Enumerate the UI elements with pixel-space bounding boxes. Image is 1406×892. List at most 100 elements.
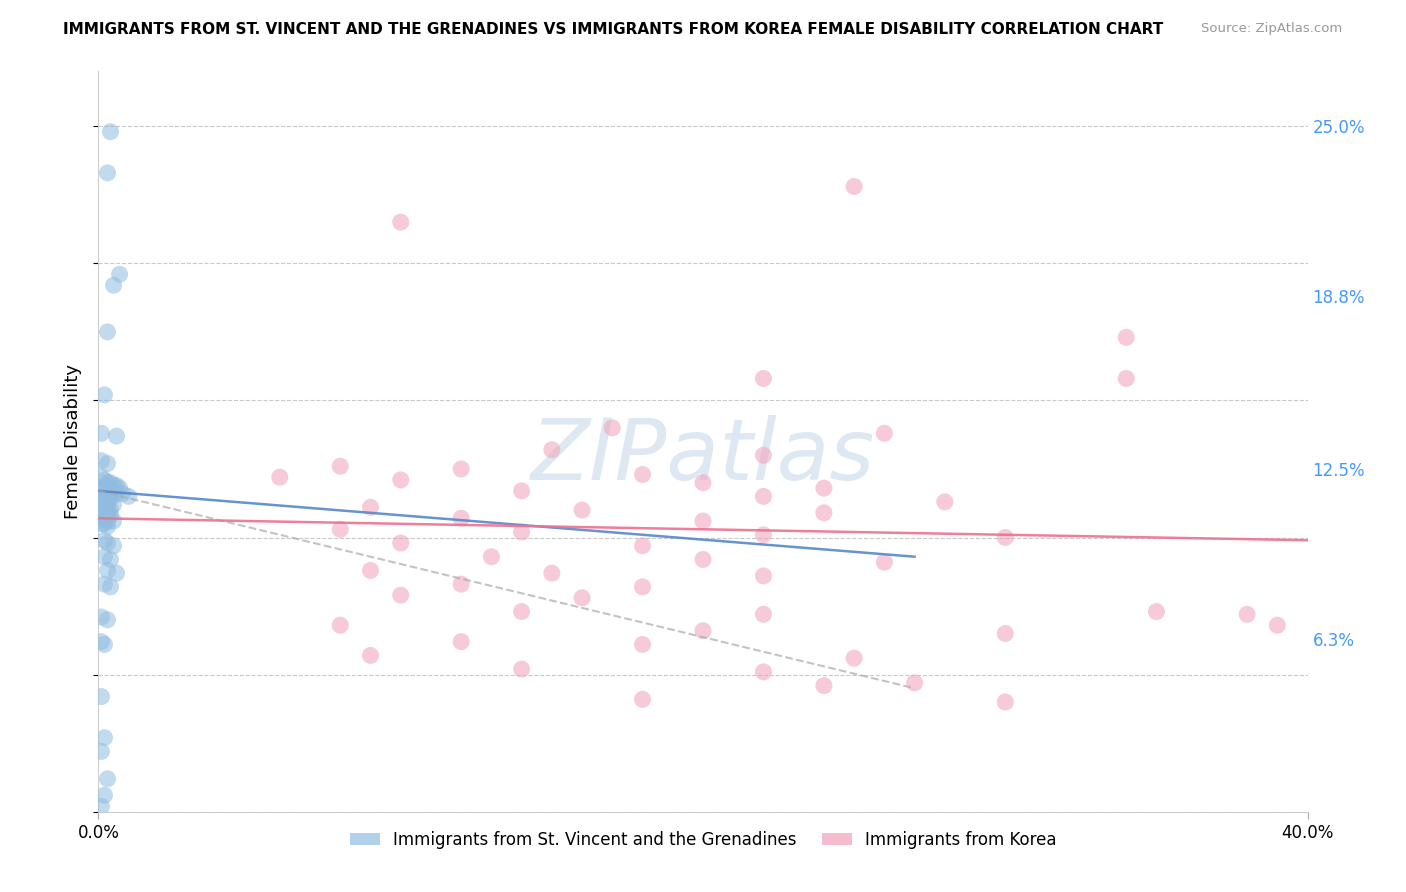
Point [510, 524, 533, 539]
Point [100, 508, 122, 523]
Point [93, 789, 115, 803]
Point [994, 531, 1017, 545]
Point [360, 500, 382, 515]
Point [692, 624, 714, 638]
Point [93, 489, 115, 503]
Point [90, 489, 112, 503]
Point [844, 179, 866, 194]
Point [450, 634, 472, 648]
Point [93, 495, 115, 509]
Point [389, 536, 412, 550]
Point [93, 516, 115, 531]
Point [105, 486, 128, 500]
Point [90, 511, 112, 525]
Y-axis label: Female Disability: Female Disability [65, 364, 83, 519]
Point [994, 626, 1017, 640]
Point [389, 473, 412, 487]
Point [96, 563, 118, 577]
Legend: Immigrants from St. Vincent and the Grenadines, Immigrants from Korea: Immigrants from St. Vincent and the Gren… [343, 824, 1063, 855]
Point [96, 514, 118, 528]
Point [329, 618, 352, 632]
Text: ZIPatlas: ZIPatlas [531, 415, 875, 498]
Point [90, 690, 112, 704]
Point [96, 492, 118, 507]
Point [93, 577, 115, 591]
Point [692, 514, 714, 528]
Point [96, 483, 118, 498]
Point [1115, 371, 1137, 385]
Point [904, 676, 927, 690]
Point [752, 448, 775, 462]
Point [90, 500, 112, 515]
Point [90, 799, 112, 814]
Point [329, 522, 352, 536]
Point [90, 516, 112, 531]
Point [96, 325, 118, 339]
Point [100, 483, 122, 498]
Point [1267, 618, 1289, 632]
Point [90, 506, 112, 520]
Point [100, 125, 122, 139]
Point [631, 637, 654, 651]
Point [873, 555, 896, 569]
Point [93, 637, 115, 651]
Point [93, 511, 115, 525]
Point [96, 613, 118, 627]
Point [481, 549, 503, 564]
Point [103, 478, 125, 492]
Point [90, 426, 112, 441]
Point [93, 481, 115, 495]
Point [96, 508, 118, 523]
Point [96, 475, 118, 490]
Point [752, 569, 775, 583]
Point [93, 549, 115, 564]
Point [813, 481, 835, 495]
Point [571, 591, 593, 605]
Point [100, 552, 122, 566]
Point [389, 215, 412, 229]
Point [105, 429, 128, 443]
Point [118, 489, 141, 503]
Point [90, 454, 112, 468]
Point [103, 539, 125, 553]
Point [450, 462, 472, 476]
Point [934, 495, 956, 509]
Point [540, 442, 562, 457]
Point [510, 605, 533, 619]
Point [96, 519, 118, 533]
Point [108, 481, 131, 495]
Point [105, 566, 128, 581]
Point [631, 692, 654, 706]
Point [100, 492, 122, 507]
Point [96, 772, 118, 786]
Point [631, 539, 654, 553]
Point [96, 536, 118, 550]
Point [108, 267, 131, 281]
Point [692, 552, 714, 566]
Point [844, 651, 866, 665]
Point [100, 475, 122, 490]
Point [96, 498, 118, 512]
Point [93, 506, 115, 520]
Text: Source: ZipAtlas.com: Source: ZipAtlas.com [1202, 22, 1343, 36]
Point [752, 489, 775, 503]
Point [90, 495, 112, 509]
Point [602, 421, 624, 435]
Point [1236, 607, 1258, 622]
Point [813, 679, 835, 693]
Point [752, 528, 775, 542]
Point [873, 426, 896, 441]
Point [96, 503, 118, 517]
Point [103, 278, 125, 293]
Point [111, 486, 134, 500]
Point [269, 470, 291, 484]
Point [93, 473, 115, 487]
Point [90, 634, 112, 648]
Point [450, 511, 472, 525]
Point [994, 695, 1017, 709]
Point [93, 388, 115, 402]
Point [631, 580, 654, 594]
Point [96, 457, 118, 471]
Point [360, 563, 382, 577]
Point [571, 503, 593, 517]
